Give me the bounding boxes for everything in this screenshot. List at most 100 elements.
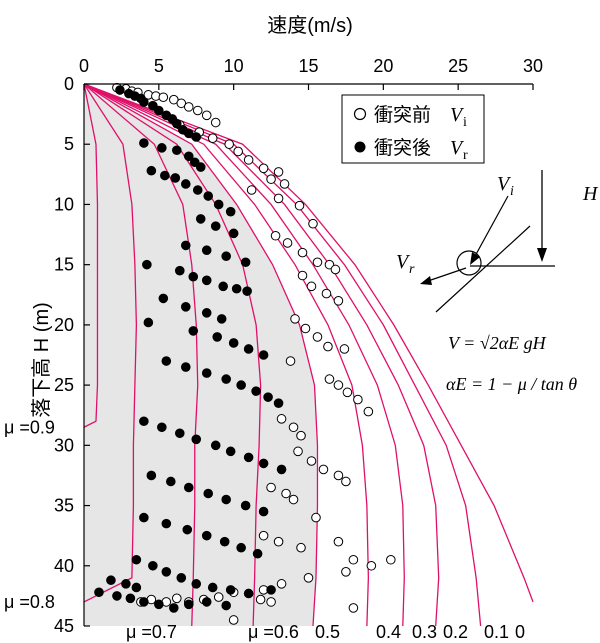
point-after — [142, 259, 152, 270]
point-before — [308, 218, 318, 229]
point-before — [333, 380, 344, 390]
point-before — [306, 456, 317, 466]
point-after — [240, 257, 251, 268]
point-after — [169, 603, 179, 613]
point-before — [285, 356, 296, 366]
y-tick-label: 25 — [54, 375, 74, 395]
rebound-arrow-head — [420, 276, 432, 285]
x-tick-label: 30 — [523, 56, 543, 76]
x-tick-label: 10 — [224, 56, 244, 76]
point-after — [180, 302, 191, 312]
point-before — [246, 185, 257, 195]
point-before — [290, 314, 300, 324]
y-tick-label: 35 — [54, 496, 74, 516]
y-tick-label: 0 — [64, 74, 74, 94]
point-after — [139, 512, 149, 523]
mu-label-bottom: 0.5 — [315, 622, 340, 642]
point-after — [191, 434, 202, 445]
point-before — [288, 422, 299, 433]
point-before — [311, 512, 321, 523]
point-after — [139, 138, 149, 148]
legend-sub-before: i — [463, 115, 467, 130]
point-before — [207, 133, 218, 143]
mu-label-left: μ =0.8 — [4, 592, 55, 612]
mu-label-bottom: μ =0.6 — [248, 622, 299, 642]
x-tick-label: 20 — [373, 56, 393, 76]
point-before — [258, 530, 269, 541]
y-axis-title: 落下高 H (m) — [30, 302, 53, 418]
point-after — [183, 151, 194, 162]
point-after — [228, 338, 239, 348]
point-after — [121, 579, 131, 589]
mu-label-bottom: 0.3 — [412, 622, 437, 642]
point-after — [180, 179, 191, 189]
point-after — [243, 452, 254, 463]
vr-label: V — [396, 251, 411, 273]
y-tick-label: 5 — [64, 134, 74, 154]
point-after — [171, 145, 182, 156]
legend: 衝突前 V i 衝突後 V r — [341, 94, 485, 164]
point-before — [201, 110, 212, 121]
mu-curve-0.1 — [83, 83, 482, 627]
point-before — [273, 536, 284, 547]
y-tick-label: 40 — [54, 556, 74, 576]
mu-label-bottom: 0.1 — [484, 622, 509, 642]
mu-label-bottom: 0.2 — [443, 622, 468, 642]
point-before — [341, 476, 351, 487]
point-before — [296, 430, 306, 441]
point-after — [221, 251, 231, 262]
mu-curve-0.8 — [83, 83, 138, 603]
x-tick-label: 15 — [298, 56, 318, 76]
point-after — [207, 582, 218, 593]
point-after — [183, 599, 194, 610]
point-after — [174, 428, 185, 439]
point-after — [243, 588, 254, 599]
x-ticks: 0 5 10 15 20 25 30 — [79, 56, 543, 90]
point-before — [297, 247, 308, 258]
point-after — [180, 240, 191, 251]
drop-arrow-head — [537, 248, 547, 262]
legend-var-before: V — [450, 104, 465, 126]
point-before — [294, 200, 305, 211]
legend-open-marker — [353, 107, 367, 121]
height-label: H — [582, 183, 599, 205]
point-before — [192, 105, 203, 116]
point-after — [210, 221, 221, 231]
point-after — [94, 587, 104, 598]
mu-curve-0.3 — [83, 83, 405, 627]
point-before — [288, 494, 299, 505]
point-after — [210, 440, 221, 451]
vi-label: V — [497, 173, 512, 195]
point-before — [266, 174, 276, 184]
legend-label-before: 衝突前 — [374, 104, 431, 126]
point-before — [363, 406, 374, 417]
mu-label-bottom: μ =0.7 — [126, 622, 177, 642]
point-after — [146, 165, 157, 176]
point-after — [154, 599, 164, 610]
point-after — [157, 422, 167, 433]
point-after — [139, 416, 149, 427]
point-before — [273, 167, 284, 177]
point-after — [203, 488, 214, 499]
point-before — [233, 146, 243, 157]
point-before — [342, 387, 353, 398]
incident-arrow-head — [470, 252, 480, 265]
point-before — [333, 536, 344, 547]
point-after — [161, 356, 172, 366]
data-points — [94, 82, 396, 625]
point-before — [224, 139, 234, 150]
point-after — [161, 518, 172, 529]
point-after — [192, 185, 203, 195]
point-after — [236, 380, 246, 390]
point-before — [276, 414, 287, 424]
point-after — [225, 446, 236, 457]
point-before — [171, 593, 182, 604]
mu-curve-0.9 — [83, 83, 99, 428]
point-before — [282, 238, 293, 248]
mu-labels: μ =0.9 μ =0.8 μ =0.7 μ =0.6 0.5 0.4 0.3 0.2 0.1 0 — [4, 417, 525, 642]
point-before — [312, 332, 323, 342]
x-tick-label: 25 — [448, 56, 468, 76]
point-after — [183, 482, 194, 493]
point-before — [321, 288, 332, 299]
point-before — [279, 179, 290, 189]
